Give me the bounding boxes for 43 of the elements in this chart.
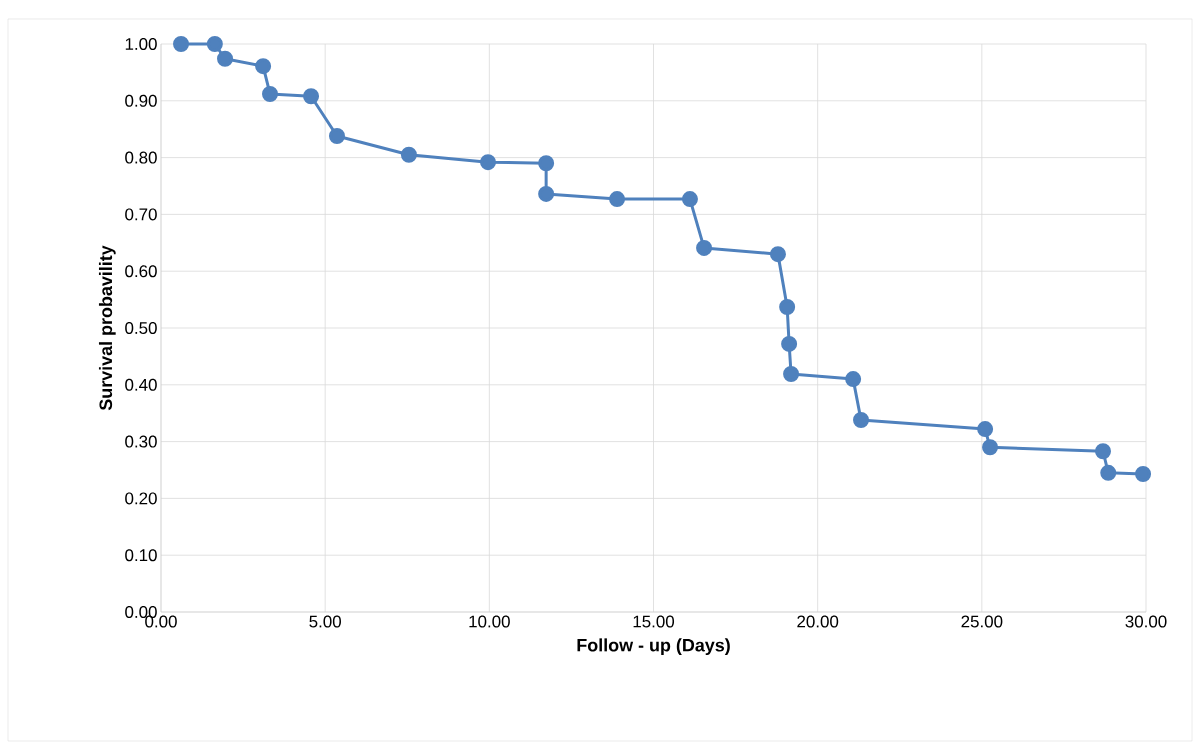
point xyxy=(538,155,555,172)
point xyxy=(977,421,994,438)
y-axis-title: Survival probavility xyxy=(98,245,116,411)
point xyxy=(480,154,497,171)
x-tick-label: 30.00 xyxy=(1125,615,1167,628)
point xyxy=(783,366,800,382)
point xyxy=(696,239,713,256)
y-tick-label: 0.30 xyxy=(125,435,157,448)
y-tick-label: 0.60 xyxy=(125,265,157,278)
y-tick-label: 0.90 xyxy=(125,94,157,107)
point xyxy=(303,88,320,105)
point xyxy=(1095,443,1111,460)
x-tick-label: 5.00 xyxy=(309,615,341,628)
point xyxy=(173,35,190,52)
point xyxy=(781,335,798,352)
point xyxy=(400,146,417,163)
point xyxy=(681,191,698,208)
point xyxy=(255,58,272,75)
y-tick-label: 0.20 xyxy=(125,492,157,505)
x-tick-label: 25.00 xyxy=(961,615,1003,628)
point xyxy=(217,50,234,67)
point xyxy=(779,298,796,315)
point xyxy=(853,412,870,429)
x-tick-label: 15.00 xyxy=(633,615,675,628)
point xyxy=(1100,464,1117,481)
x-tick-label: 10.00 xyxy=(469,615,510,628)
x-tick-label: 20.00 xyxy=(797,615,839,628)
point xyxy=(609,191,626,208)
point xyxy=(538,185,555,202)
y-tick-label: 0.40 xyxy=(125,378,157,391)
y-tick-label: 0.80 xyxy=(125,151,157,164)
y-tick-label: 1.00 xyxy=(125,37,157,50)
point xyxy=(262,85,279,102)
point xyxy=(206,35,223,52)
point xyxy=(982,439,999,456)
y-tick-label: 0.10 xyxy=(125,549,157,562)
point xyxy=(1135,465,1152,482)
point xyxy=(845,371,862,388)
point xyxy=(328,128,345,145)
point xyxy=(769,246,786,263)
y-tick-label: 0.50 xyxy=(125,322,157,334)
x-axis-title: Follow - up (Days) xyxy=(577,638,730,656)
y-tick-label: 0.70 xyxy=(125,208,157,221)
